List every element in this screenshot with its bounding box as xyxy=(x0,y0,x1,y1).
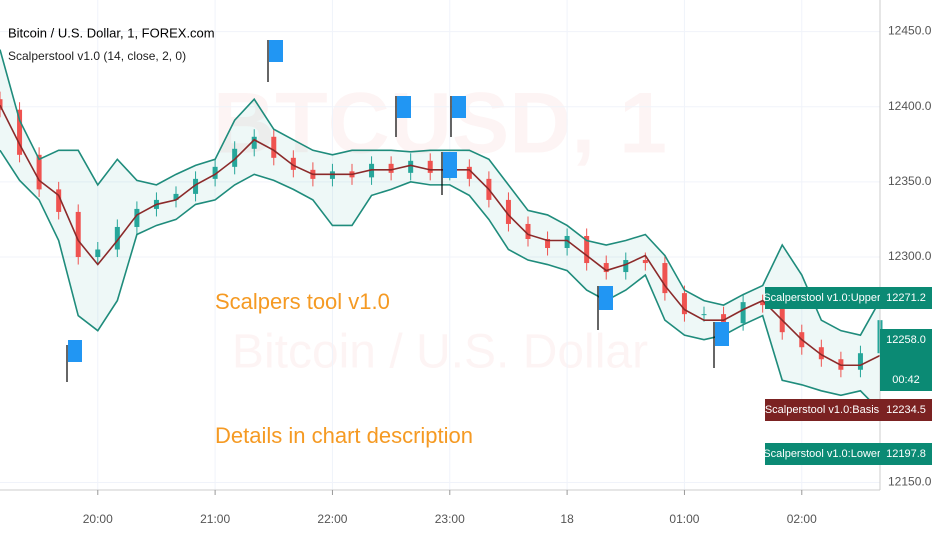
x-tick-label: 22:00 xyxy=(317,512,347,526)
candle-body xyxy=(388,163,394,173)
candle-body xyxy=(603,263,609,273)
annotation: Details in chart description xyxy=(215,423,473,448)
x-tick-label: 18 xyxy=(560,512,574,526)
watermark: BTCUSD, 1 xyxy=(213,76,667,172)
candle-body xyxy=(857,353,863,370)
candle-body xyxy=(408,160,414,173)
candle-body xyxy=(564,235,570,249)
legend-label: Scalperstool v1.0:Lower xyxy=(763,448,881,460)
price-box xyxy=(880,329,932,391)
legend-label: Scalperstool v1.0:Upper xyxy=(763,292,881,304)
y-tick-label: 12300.0 xyxy=(888,249,932,263)
candle-body xyxy=(662,263,668,294)
candle-body xyxy=(701,314,707,316)
candle-body xyxy=(740,302,746,324)
price-box xyxy=(880,287,932,309)
x-tick-label: 21:00 xyxy=(200,512,230,526)
candle-body xyxy=(760,302,766,306)
price-box xyxy=(880,443,932,465)
last-price: 12258.0 xyxy=(886,334,926,346)
y-tick-label: 12350.0 xyxy=(888,174,932,188)
chart-title: Bitcoin / U.S. Dollar, 1, FOREX.com xyxy=(8,25,215,40)
candle-body xyxy=(779,305,785,333)
legend-box xyxy=(765,399,880,421)
candle-body xyxy=(721,314,727,324)
candle-body xyxy=(505,199,511,224)
candle-body xyxy=(290,157,296,170)
candle-body xyxy=(173,193,179,200)
candle-body xyxy=(75,211,81,258)
candle-body xyxy=(271,136,277,158)
x-tick-label: 01:00 xyxy=(669,512,699,526)
candle-body xyxy=(193,178,199,194)
candle-body xyxy=(427,160,433,173)
series-line xyxy=(0,49,881,337)
annotation: Scalpers tool v1.0 xyxy=(215,289,390,314)
plot-area xyxy=(0,0,883,490)
series-line xyxy=(0,149,881,412)
countdown: 00:42 xyxy=(892,374,920,386)
candle-body xyxy=(95,249,101,258)
watermark-sub: Bitcoin / U.S. Dollar xyxy=(232,326,648,379)
candle-body xyxy=(525,223,531,239)
candle-body xyxy=(681,293,687,315)
candle-body xyxy=(584,235,590,264)
candle-body xyxy=(17,109,23,155)
candle-body xyxy=(466,166,472,179)
x-tick-label: 23:00 xyxy=(435,512,465,526)
candle-body xyxy=(114,226,120,250)
candle-body xyxy=(818,347,824,360)
candle-body xyxy=(56,189,62,212)
legend-box xyxy=(765,287,880,309)
signal-flags xyxy=(66,40,729,382)
price-box xyxy=(880,399,932,421)
series-line xyxy=(0,104,881,367)
x-tick-label: 20:00 xyxy=(83,512,113,526)
indicator-label: Scalperstool v1.0 (14, close, 2, 0) xyxy=(8,49,186,63)
y-tick-label: 12150.0 xyxy=(888,475,932,489)
legend-box xyxy=(765,443,880,465)
candle-body xyxy=(36,154,42,190)
candle-body xyxy=(232,148,238,167)
y-tick-label: 12450.0 xyxy=(888,24,932,38)
candle-body xyxy=(545,238,551,249)
y-tick-label: 12400.0 xyxy=(888,99,932,113)
band-fill xyxy=(0,49,880,411)
price-label: 12271.2 xyxy=(886,292,926,304)
legend-label: Scalperstool v1.0:Basis xyxy=(765,404,880,416)
candle-body xyxy=(212,166,218,179)
candle-body xyxy=(623,260,629,273)
candle-body xyxy=(642,260,648,264)
x-tick-label: 02:00 xyxy=(787,512,817,526)
candle-body xyxy=(251,136,257,149)
price-label: 12234.5 xyxy=(886,404,926,416)
candle-body xyxy=(134,208,140,227)
price-label: 12197.8 xyxy=(886,448,926,460)
candle-body xyxy=(0,99,3,110)
